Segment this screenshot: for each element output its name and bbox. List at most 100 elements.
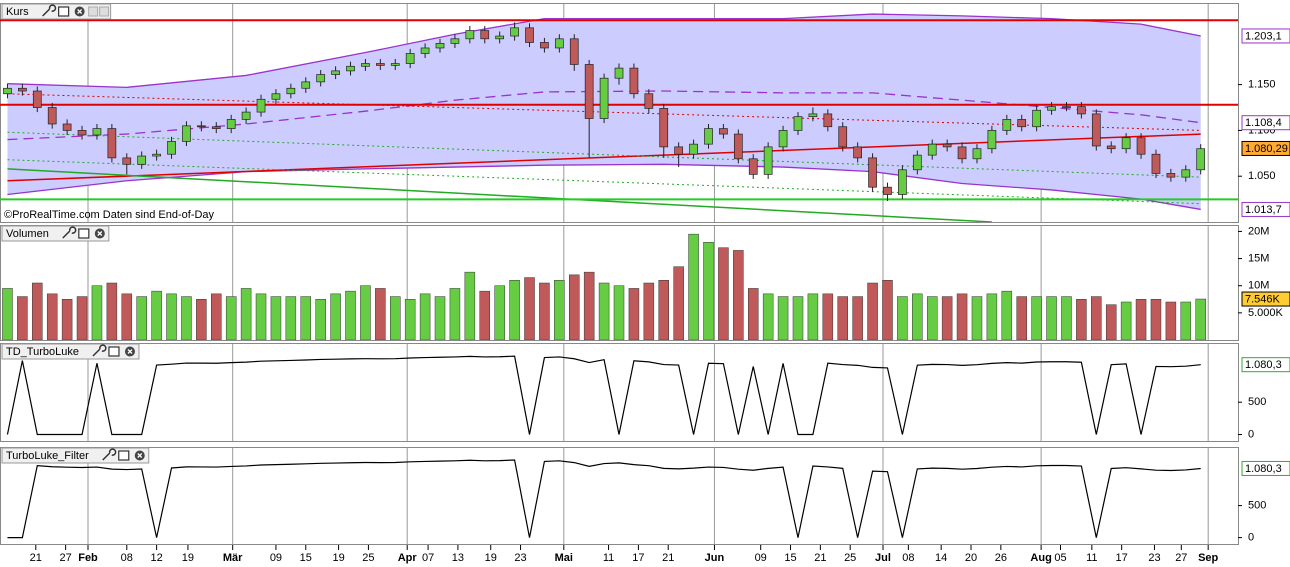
volume-bar bbox=[46, 293, 58, 340]
candle-body bbox=[614, 67, 624, 79]
candle-body bbox=[1062, 106, 1071, 108]
candle-body bbox=[554, 38, 564, 49]
overlay-line bbox=[7, 131, 1201, 178]
candle-body bbox=[674, 146, 684, 155]
plot bbox=[6, 344, 1209, 441]
volume-bar bbox=[747, 288, 759, 340]
candle-body bbox=[226, 119, 236, 129]
volume-bar bbox=[330, 293, 341, 340]
band-line bbox=[7, 13, 1201, 89]
x-tick-label: Apr bbox=[398, 552, 418, 564]
candle-body bbox=[241, 111, 251, 120]
value-marker-label: 1.013,7 bbox=[1245, 204, 1282, 216]
volume-bar bbox=[613, 285, 625, 340]
plot bbox=[2, 226, 1209, 340]
indicator-line bbox=[7, 459, 1201, 539]
volume-bar bbox=[1105, 304, 1117, 340]
volume-bar bbox=[1031, 296, 1042, 340]
candle-body bbox=[122, 157, 132, 165]
candle-body bbox=[420, 47, 430, 54]
candle-body bbox=[405, 53, 415, 64]
close-x bbox=[127, 349, 133, 354]
value-marker-label: 7.546K bbox=[1245, 293, 1281, 305]
volume-bar bbox=[733, 250, 744, 340]
header-box bbox=[1, 343, 140, 360]
volume-bar bbox=[852, 296, 863, 340]
x-tick-label: Jul bbox=[875, 552, 891, 564]
volume-bar bbox=[762, 293, 774, 340]
candle-body bbox=[77, 130, 87, 136]
volume-bar bbox=[181, 296, 192, 340]
window-icon bbox=[108, 346, 120, 357]
y-tick-label: 0 bbox=[1248, 428, 1254, 440]
volume-bar bbox=[464, 271, 476, 340]
volume-bar bbox=[285, 296, 297, 340]
volume-bar bbox=[494, 285, 505, 340]
candle-body bbox=[942, 143, 952, 148]
volume-bar bbox=[956, 293, 968, 340]
candle-body bbox=[808, 113, 818, 118]
volume-bar bbox=[136, 296, 147, 340]
x-tick-label: 17 bbox=[632, 552, 644, 564]
candle-body bbox=[1151, 153, 1161, 174]
candle-body bbox=[883, 186, 892, 195]
x-tick-label: 09 bbox=[270, 552, 282, 564]
volume-bar bbox=[419, 293, 431, 340]
volume-bar bbox=[240, 288, 252, 340]
x-tick-label: 12 bbox=[150, 552, 162, 564]
value-marker bbox=[1241, 291, 1290, 307]
candle-body bbox=[748, 158, 758, 175]
wrench-icon bbox=[92, 344, 107, 357]
x-tick-label: 08 bbox=[121, 552, 133, 564]
candle-body bbox=[838, 126, 848, 148]
candle-body bbox=[435, 43, 445, 49]
x-tick-label: 07 bbox=[422, 552, 434, 564]
x-tick-label: 15 bbox=[300, 552, 312, 564]
volume-bar bbox=[643, 282, 655, 340]
panel-header: Kurs bbox=[1, 3, 112, 20]
window-icon bbox=[78, 228, 90, 239]
x-tick-label: 27 bbox=[1175, 552, 1187, 564]
candle-body bbox=[152, 153, 161, 157]
volume-bar bbox=[509, 280, 520, 340]
volume-bar bbox=[941, 296, 953, 340]
volume-bar bbox=[390, 296, 401, 340]
candle-body bbox=[286, 87, 296, 95]
y-tick-label: 10M bbox=[1248, 280, 1269, 292]
y-tick-label: 5.000K bbox=[1248, 307, 1284, 319]
candle-body bbox=[62, 123, 72, 131]
candle-body bbox=[1181, 169, 1191, 178]
source-note: ©ProRealTime.com Daten sind End-of-Day bbox=[4, 209, 215, 221]
volume-bar bbox=[912, 293, 923, 340]
candle-body bbox=[704, 128, 713, 145]
x-tick-label: 27 bbox=[60, 552, 72, 564]
candle-body bbox=[912, 154, 922, 171]
volume-bar bbox=[121, 293, 133, 340]
wrench-icon bbox=[62, 226, 77, 239]
volume-bar bbox=[837, 296, 848, 340]
volume-bar bbox=[1120, 301, 1132, 340]
value-marker-label: 1.080,3 bbox=[1245, 359, 1282, 371]
x-tick-label: 23 bbox=[514, 552, 526, 564]
panel-header: TD_TurboLuke bbox=[1, 343, 140, 360]
candle-body bbox=[211, 126, 221, 129]
volume-bar bbox=[971, 296, 983, 340]
volume-bar bbox=[867, 282, 878, 340]
candle-body bbox=[1002, 119, 1012, 131]
volume-bar bbox=[1076, 299, 1087, 340]
window-icon bbox=[58, 6, 70, 17]
volume-bar bbox=[166, 293, 177, 340]
y-tick-label: 15M bbox=[1248, 252, 1269, 264]
candle-body bbox=[659, 108, 669, 148]
volume-bar bbox=[196, 299, 207, 340]
overlay-line bbox=[7, 168, 992, 222]
x-tick-label: Mai bbox=[555, 552, 573, 564]
x-tick-label: 08 bbox=[902, 552, 914, 564]
value-marker bbox=[1241, 28, 1290, 44]
candle-body bbox=[390, 63, 400, 66]
x-tick-label: Aug bbox=[1030, 552, 1051, 564]
x-tick-label: 19 bbox=[332, 552, 344, 564]
volume-bar bbox=[539, 282, 550, 340]
volume-bar bbox=[32, 282, 43, 340]
candle-body bbox=[793, 116, 803, 131]
